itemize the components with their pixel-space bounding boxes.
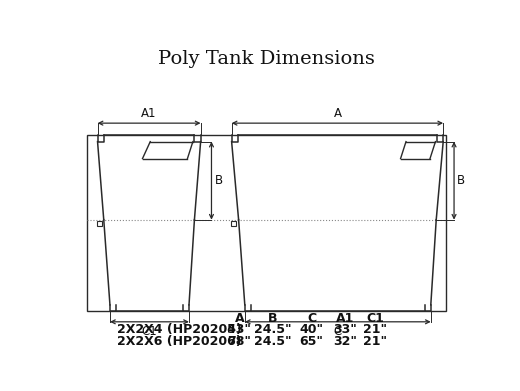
Text: 65": 65" [300, 335, 323, 348]
Text: C: C [334, 325, 342, 338]
Text: A: A [235, 312, 244, 325]
Text: 24.5": 24.5" [254, 335, 292, 348]
Text: 2X2X6 (HP20206): 2X2X6 (HP20206) [118, 335, 242, 348]
Text: 40": 40" [300, 323, 323, 336]
Text: A1: A1 [141, 107, 157, 120]
Text: 21": 21" [363, 335, 387, 348]
Text: 53": 53" [227, 323, 251, 336]
Text: C: C [307, 312, 316, 325]
Text: A1: A1 [336, 312, 355, 325]
Text: Poly Tank Dimensions: Poly Tank Dimensions [158, 50, 375, 68]
Text: B: B [215, 174, 223, 187]
Text: A: A [333, 107, 342, 120]
Text: C1: C1 [141, 325, 158, 338]
Bar [97, 221, 102, 226]
Text: 32": 32" [333, 335, 358, 348]
Text: 24.5": 24.5" [254, 323, 292, 336]
Text: B: B [268, 312, 278, 325]
Text: B: B [457, 174, 465, 187]
Text: 21": 21" [363, 323, 387, 336]
Text: C1: C1 [366, 312, 384, 325]
Bar [87, 135, 446, 311]
Text: 78": 78" [227, 335, 251, 348]
Text: 2X2X4 (HP20204): 2X2X4 (HP20204) [118, 323, 242, 336]
Text: 33": 33" [334, 323, 357, 336]
Bar [231, 221, 236, 226]
